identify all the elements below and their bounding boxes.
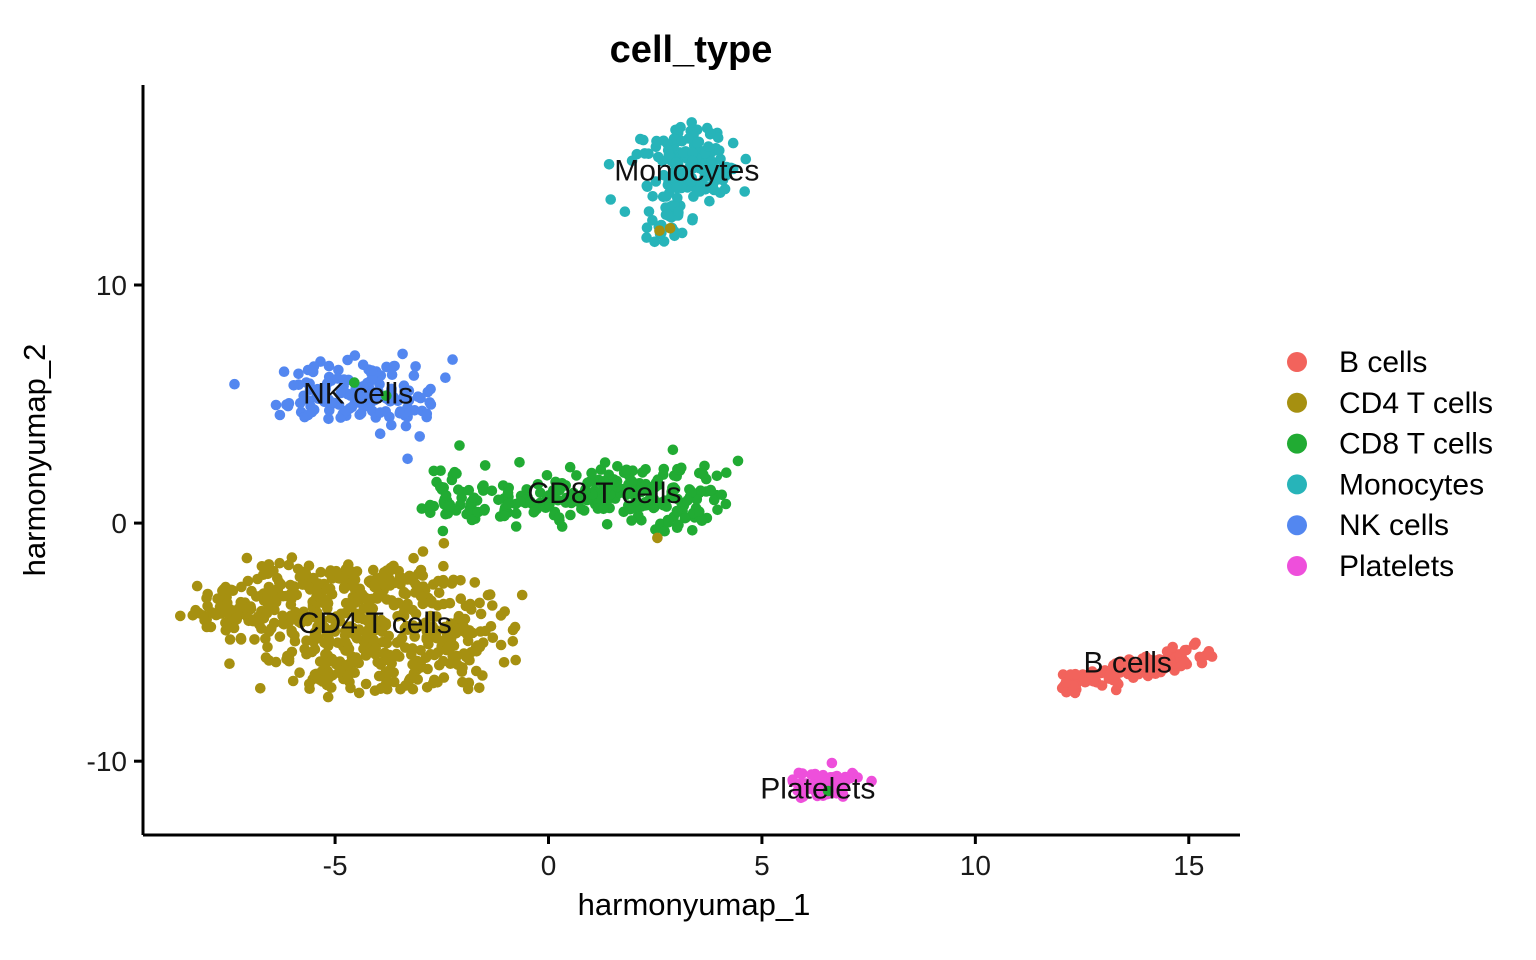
chart-title: cell_type: [610, 29, 773, 71]
legend-swatch: [1287, 433, 1307, 454]
cluster-points-cd8-t-cells: [416, 440, 744, 537]
stray-points: [349, 223, 834, 797]
x-tick-label: 0: [541, 850, 557, 881]
scatter-points-layer: [175, 117, 1218, 804]
legend-swatch: [1287, 352, 1307, 372]
legend-item-b-cells: B cells: [1287, 346, 1427, 379]
cluster-label-b-cells: B cells: [1084, 646, 1172, 679]
x-axis-label: harmonyumap_1: [578, 887, 811, 922]
legend-swatch: [1287, 515, 1307, 536]
y-tick-label: -10: [87, 746, 127, 777]
legend-item-cd8-t-cells: CD8 T cells: [1287, 428, 1493, 461]
cluster-label-cd4-t-cells: CD4 T cells: [298, 607, 452, 640]
x-tick-label: 10: [960, 850, 991, 881]
cluster-points-cd4-t-cells: [175, 546, 528, 703]
legend-item-monocytes: Monocytes: [1287, 468, 1484, 501]
y-axis-label: harmonyumap_2: [17, 344, 52, 577]
legend-item-platelets: Platelets: [1287, 550, 1454, 583]
cluster-label-platelets: Platelets: [760, 773, 875, 806]
x-tick-label: -5: [323, 850, 348, 881]
axes-layer: -5 0 5 10 15 -10 0 10: [87, 85, 1240, 881]
cluster-points-nk-cells: [229, 348, 458, 442]
x-tick-label: 5: [754, 850, 770, 881]
cluster-points-b-cells: [1056, 637, 1218, 699]
legend-swatch: [1287, 474, 1307, 495]
legend-item-nk-cells: NK cells: [1287, 509, 1449, 542]
y-tick-label: 0: [111, 508, 127, 539]
legend-label: B cells: [1339, 346, 1427, 379]
legend-label: NK cells: [1339, 509, 1449, 542]
legend-swatch: [1287, 392, 1307, 413]
legend: B cells CD4 T cells CD8 T cells Monocytes NK…: [1287, 346, 1493, 583]
legend-label: Platelets: [1339, 550, 1454, 583]
x-tick-label: 15: [1173, 850, 1204, 881]
legend-label: Monocytes: [1339, 468, 1484, 501]
cluster-labels-layer: Monocytes NK cells CD8 T cells CD4 T cells B…: [298, 155, 1172, 806]
cluster-label-monocytes: Monocytes: [614, 155, 759, 188]
cluster-points-monocytes: [603, 117, 752, 248]
legend-label: CD8 T cells: [1339, 428, 1493, 461]
cluster-label-cd8-t-cells: CD8 T cells: [527, 477, 681, 510]
y-tick-label: 10: [96, 270, 127, 301]
cluster-label-nk-cells: NK cells: [303, 377, 413, 410]
legend-label: CD4 T cells: [1339, 387, 1493, 420]
legend-item-cd4-t-cells: CD4 T cells: [1287, 387, 1493, 420]
legend-swatch: [1287, 556, 1307, 576]
